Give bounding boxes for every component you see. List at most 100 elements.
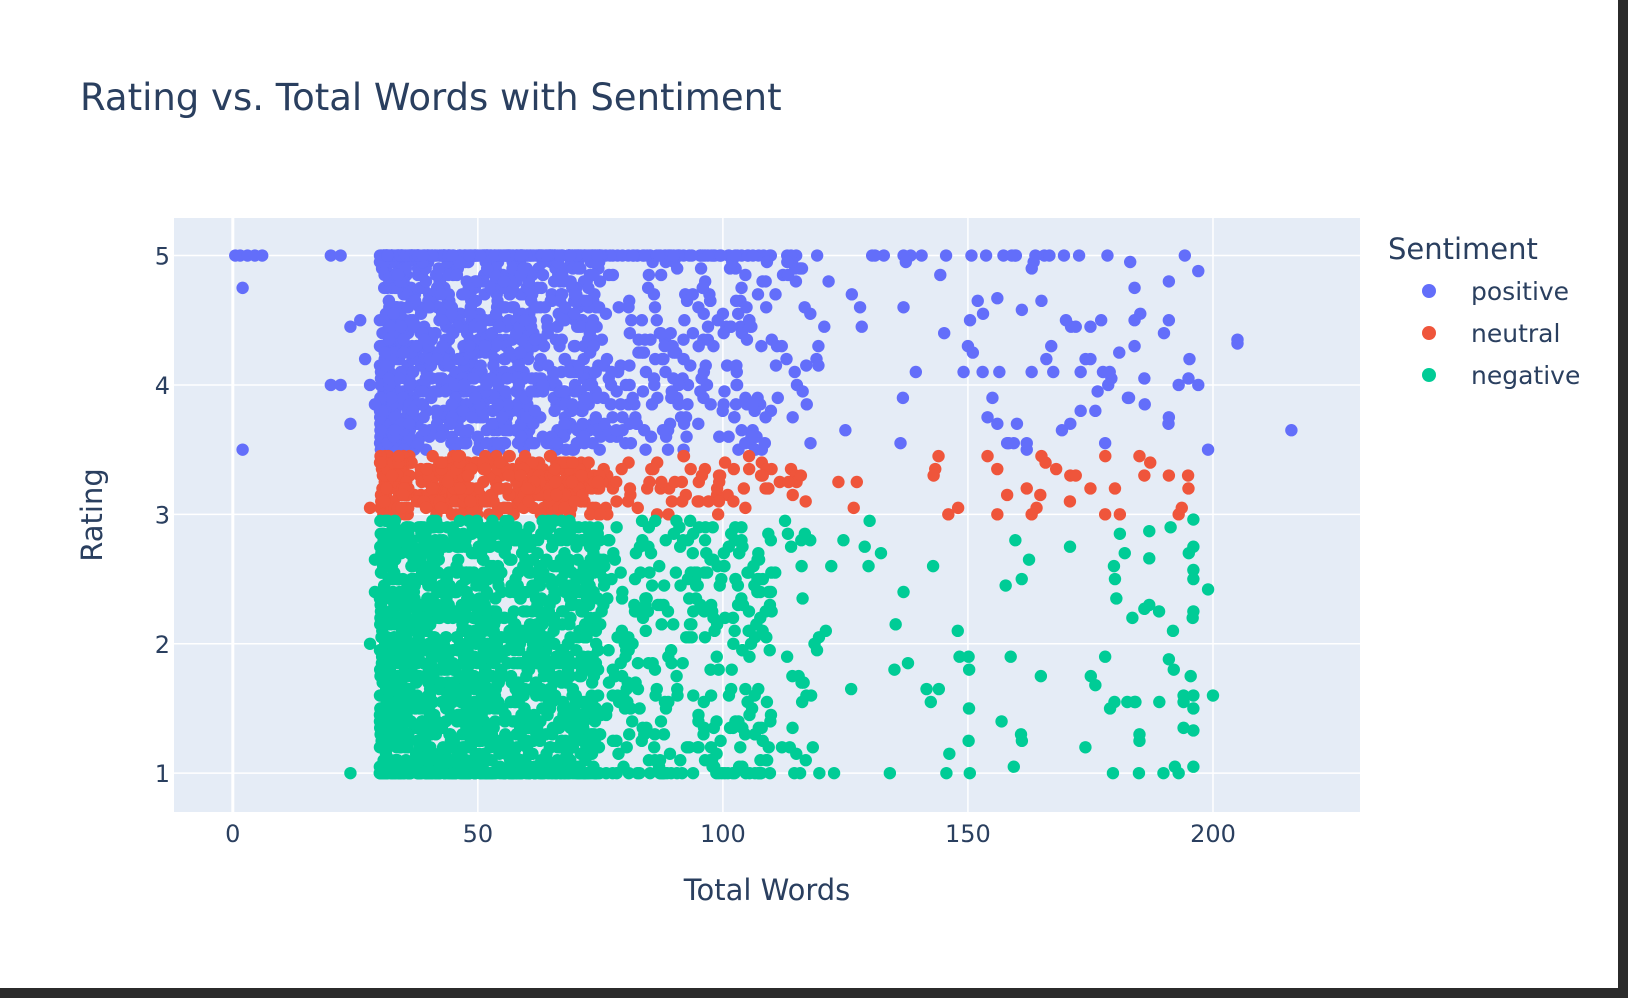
- negative-marker: [793, 766, 807, 780]
- positive-marker: [696, 281, 709, 295]
- positive-marker: [1178, 249, 1192, 262]
- positive-marker: [656, 424, 670, 437]
- negative-marker: [920, 682, 933, 696]
- negative-marker: [459, 566, 472, 579]
- positive-marker: [730, 359, 743, 372]
- negative-marker: [683, 741, 696, 754]
- positive-marker: [334, 249, 347, 262]
- negative-marker: [508, 637, 521, 650]
- negative-marker: [724, 527, 738, 540]
- neutral-marker: [1162, 469, 1176, 482]
- negative-marker: [575, 566, 589, 579]
- negative-marker: [750, 618, 763, 631]
- legend-marker-negative[interactable]: [1422, 368, 1436, 382]
- positive-marker: [528, 333, 542, 346]
- positive-marker: [1040, 352, 1053, 366]
- neutral-marker: [702, 495, 715, 508]
- legend-label-negative[interactable]: negative: [1471, 361, 1580, 390]
- positive-marker: [724, 320, 738, 333]
- positive-marker: [418, 424, 431, 437]
- positive-marker: [478, 339, 492, 353]
- positive-marker: [334, 378, 347, 392]
- positive-marker: [443, 417, 457, 430]
- negative-marker: [374, 566, 388, 579]
- positive-marker: [435, 314, 449, 327]
- neutral-marker: [1108, 482, 1122, 495]
- positive-marker: [1074, 365, 1087, 379]
- legend-label-positive[interactable]: positive: [1471, 277, 1569, 306]
- positive-marker: [818, 320, 831, 333]
- neutral-marker: [1000, 488, 1014, 502]
- negative-marker: [714, 734, 727, 748]
- positive-marker: [604, 398, 618, 411]
- positive-marker: [397, 346, 410, 359]
- negative-marker: [492, 611, 506, 625]
- negative-marker: [728, 624, 741, 638]
- negative-marker: [562, 553, 576, 566]
- negative-marker: [722, 540, 735, 553]
- negative-marker: [494, 631, 507, 644]
- positive-marker: [493, 320, 506, 333]
- positive-marker: [434, 288, 448, 301]
- positive-marker: [894, 436, 907, 450]
- negative-marker: [673, 521, 686, 534]
- negative-marker: [428, 715, 442, 728]
- negative-marker: [953, 650, 966, 663]
- neutral-marker: [503, 449, 516, 463]
- positive-marker: [623, 294, 636, 308]
- negative-marker: [535, 754, 548, 767]
- positive-marker: [471, 430, 484, 443]
- positive-marker: [1055, 424, 1069, 437]
- positive-marker: [934, 268, 947, 282]
- positive-marker: [379, 359, 392, 372]
- legend-label-neutral[interactable]: neutral: [1471, 319, 1560, 348]
- positive-marker: [1025, 365, 1038, 379]
- negative-marker: [739, 682, 752, 696]
- negative-marker: [481, 754, 494, 767]
- negative-marker: [713, 579, 726, 592]
- positive-marker: [623, 326, 637, 340]
- negative-marker: [654, 715, 668, 728]
- positive-marker: [416, 249, 430, 262]
- neutral-marker: [1144, 456, 1157, 469]
- positive-marker: [384, 320, 397, 333]
- negative-marker: [1187, 702, 1200, 715]
- positive-marker: [566, 398, 579, 411]
- positive-marker: [686, 326, 700, 340]
- negative-marker: [610, 734, 623, 748]
- negative-marker: [708, 760, 721, 773]
- y-tick-label: 4: [155, 372, 170, 400]
- negative-marker: [379, 734, 393, 748]
- positive-marker: [463, 307, 477, 320]
- positive-marker: [499, 385, 512, 398]
- negative-marker: [400, 728, 414, 741]
- negative-marker: [477, 644, 490, 657]
- negative-marker: [697, 695, 711, 709]
- neutral-marker: [584, 508, 597, 521]
- neutral-marker: [396, 488, 410, 502]
- positive-marker: [677, 417, 691, 430]
- negative-marker: [732, 760, 746, 773]
- positive-marker: [556, 268, 569, 282]
- negative-marker: [1126, 611, 1139, 625]
- positive-marker: [909, 365, 923, 379]
- positive-marker: [623, 359, 636, 372]
- negative-marker: [901, 656, 915, 670]
- positive-marker: [671, 262, 684, 275]
- legend-marker-neutral[interactable]: [1422, 326, 1436, 340]
- negative-marker: [667, 618, 680, 631]
- negative-marker: [520, 605, 533, 618]
- negative-marker: [1079, 741, 1092, 754]
- negative-marker: [479, 695, 492, 709]
- positive-marker: [771, 391, 784, 405]
- negative-marker: [379, 682, 393, 696]
- negative-marker: [465, 728, 479, 741]
- negative-marker: [698, 631, 712, 644]
- positive-marker: [810, 249, 824, 262]
- legend-marker-positive[interactable]: [1422, 284, 1436, 298]
- positive-marker: [553, 249, 566, 262]
- positive-marker: [497, 275, 511, 288]
- positive-marker: [465, 411, 478, 424]
- positive-marker: [986, 391, 999, 405]
- negative-marker: [551, 741, 564, 754]
